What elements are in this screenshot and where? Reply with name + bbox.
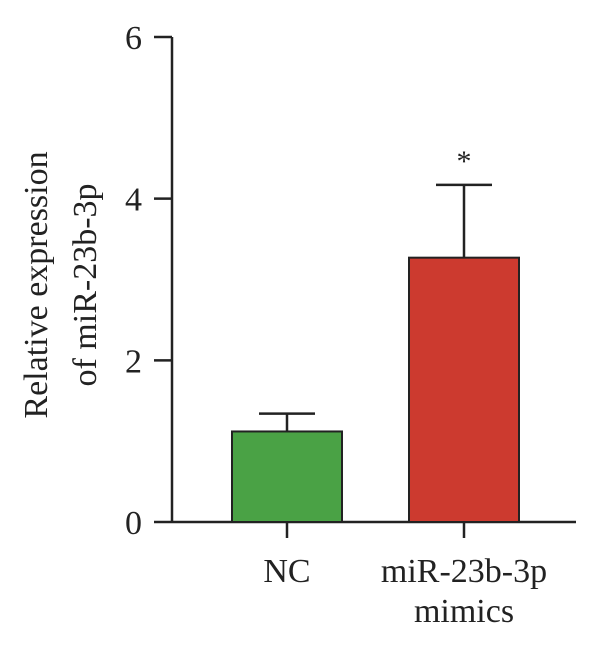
y-tick-label: 6 bbox=[125, 20, 142, 57]
x-axis: NC miR-23b-3p mimics bbox=[172, 520, 576, 630]
y-tick-label: 0 bbox=[125, 505, 142, 542]
bar bbox=[231, 430, 343, 524]
y-tick-label: 2 bbox=[125, 343, 142, 380]
y-tick-label: 4 bbox=[125, 182, 142, 219]
bars: * bbox=[231, 145, 520, 524]
x-tick-label: NC bbox=[263, 553, 310, 590]
x-tick-label: miR-23b-3p mimics bbox=[381, 553, 547, 630]
significance-label: * bbox=[457, 145, 472, 178]
bar bbox=[408, 256, 520, 523]
y-axis-title: Relative expression of miR-23b-3p bbox=[18, 151, 104, 418]
y-axis-label: Relative expression of miR-23b-3p bbox=[18, 151, 104, 418]
y-axis: 0 2 4 6 bbox=[125, 20, 174, 542]
